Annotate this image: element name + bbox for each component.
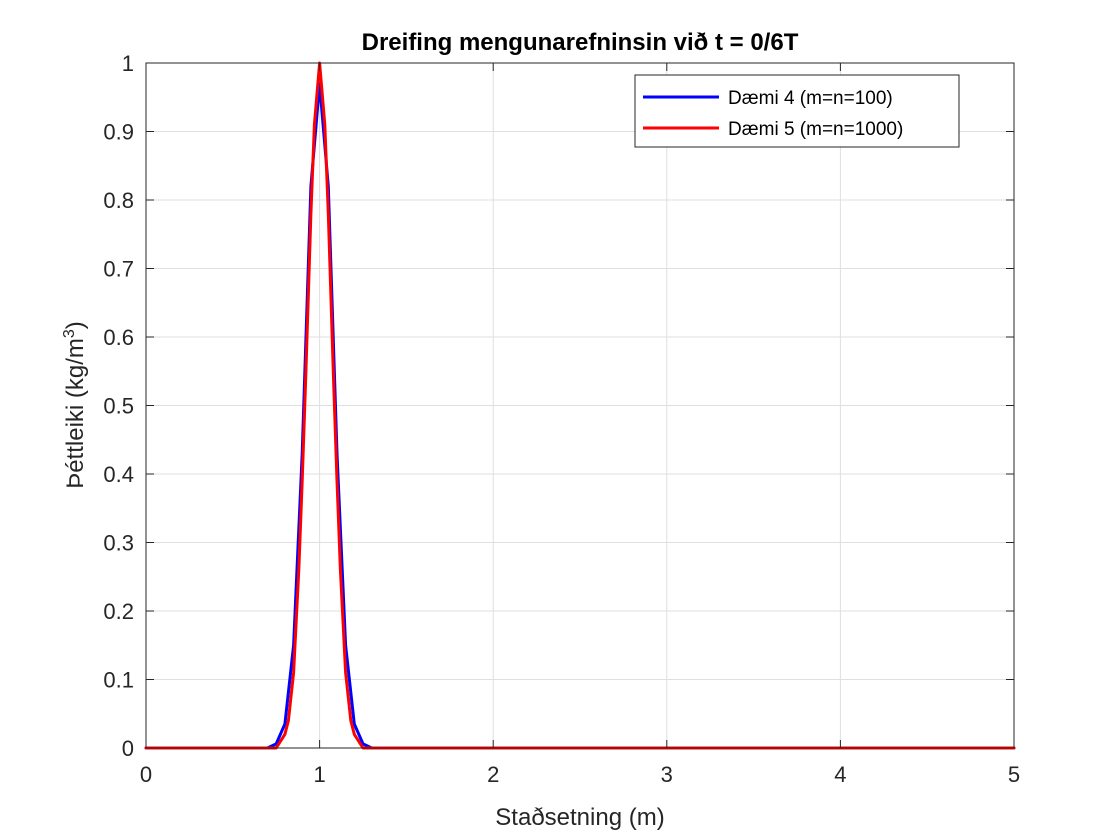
x-tick-label: 2 (487, 762, 499, 787)
x-tick-label: 0 (140, 762, 152, 787)
y-tick-label: 0.7 (103, 257, 134, 282)
x-tick-label: 5 (1008, 762, 1020, 787)
y-axis-label-superscript: 3 (61, 329, 78, 338)
legend: Dæmi 4 (m=n=100) Dæmi 5 (m=n=1000) (634, 74, 960, 148)
y-tick-label: 0.8 (103, 188, 134, 213)
y-tick-label: 0.2 (103, 599, 134, 624)
y-axis-label-suffix: ) (62, 321, 89, 329)
y-tick-label: 0.3 (103, 531, 134, 556)
y-axis-label: Þéttleiki (kg/m3) (61, 321, 89, 489)
y-tick-label: 0 (122, 736, 134, 761)
ticks: 0 1 2 3 4 5 0 0.1 0.2 0.3 0.4 0.5 0.6 0.7 0.8 0.9 1 (103, 51, 1020, 787)
y-tick-label: 0.1 (103, 668, 134, 693)
y-tick-label: 0.9 (103, 120, 134, 145)
x-tick-label: 1 (313, 762, 325, 787)
y-axis-label-main: Þéttleiki (kg/m (62, 338, 89, 489)
y-tick-label: 0.4 (103, 462, 134, 487)
chart-title: Dreifing mengunarefninsin við t = 0/6T (362, 29, 799, 56)
legend-label-1: Dæmi 4 (m=n=100) (728, 88, 893, 109)
x-tick-label: 4 (834, 762, 846, 787)
y-tick-label: 0.6 (103, 325, 134, 350)
y-tick-label: 0.5 (103, 394, 134, 419)
y-tick-label: 1 (122, 51, 134, 76)
x-tick-label: 3 (661, 762, 673, 787)
x-axis-label: Staðsetning (m) (495, 804, 664, 831)
legend-box (634, 74, 960, 148)
legend-label-2: Dæmi 5 (m=n=1000) (728, 119, 903, 140)
